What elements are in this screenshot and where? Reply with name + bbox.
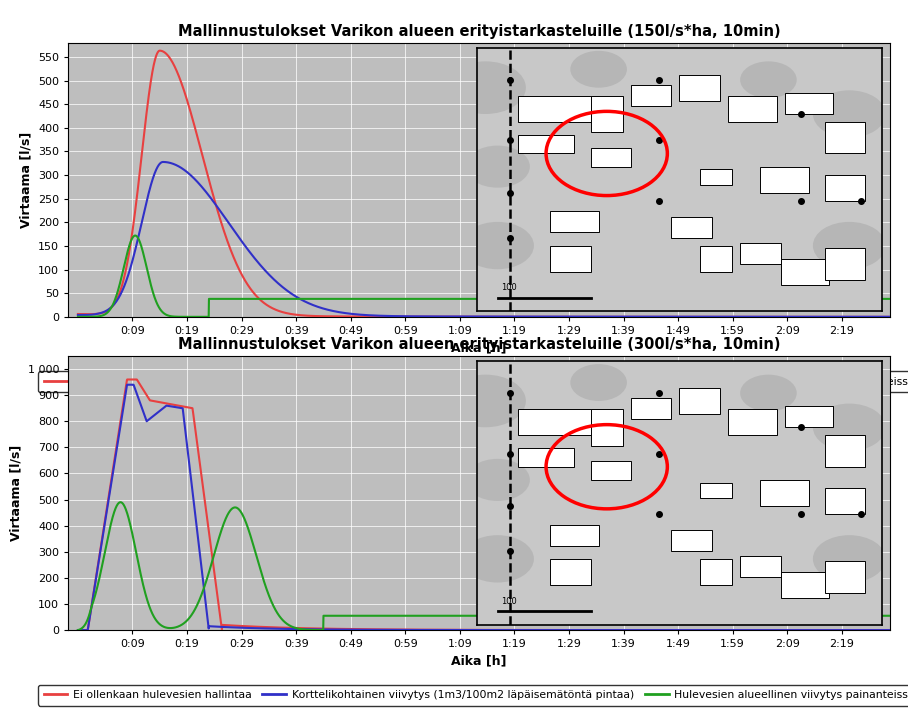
Title: Mallinnustulokset Varikon alueen erityistarkasteluille (300l/s*ha, 10min): Mallinnustulokset Varikon alueen erityis… [178,337,780,352]
Y-axis label: Virtaama [l/s]: Virtaama [l/s] [9,445,22,541]
Legend: Ei ollenkaan hulevesien hallintaa, Korttelikohtainen viivytys (1m3/100m2 läpäise: Ei ollenkaan hulevesien hallintaa, Kortt… [38,685,908,706]
X-axis label: Aika [h]: Aika [h] [451,342,507,355]
Title: Mallinnustulokset Varikon alueen erityistarkasteluille (150l/s*ha, 10min): Mallinnustulokset Varikon alueen erityis… [178,23,780,38]
Legend: Ei ollenkaan hulevesien hallintaa, Korttelikohtainen viivytys (1m3/100m2 läpäise: Ei ollenkaan hulevesien hallintaa, Kortt… [38,372,908,392]
Y-axis label: Virtaama [l/s]: Virtaama [l/s] [19,132,33,228]
X-axis label: Aika [h]: Aika [h] [451,655,507,668]
